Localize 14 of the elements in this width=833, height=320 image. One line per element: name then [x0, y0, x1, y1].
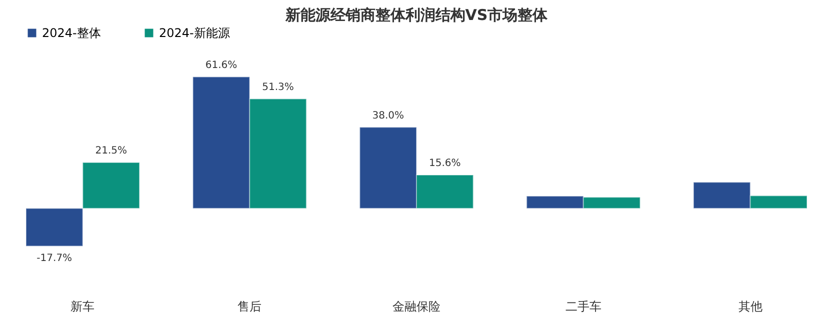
x-tick-label: 金融保险: [392, 300, 440, 314]
data-label: 51.3%: [262, 82, 294, 93]
data-label: -17.7%: [36, 253, 72, 264]
x-tick-label: 售后: [238, 300, 262, 314]
data-label: 21.5%: [95, 145, 127, 156]
legend-label: 2024-整体: [42, 26, 101, 40]
chart-title: 新能源经销商整体利润结构VS市场整体: [284, 6, 549, 24]
x-tick-label: 其他: [738, 300, 762, 314]
data-label: 61.6%: [205, 60, 238, 71]
legend-label: 2024-新能源: [159, 26, 230, 40]
x-tick-label: 新车: [70, 300, 95, 314]
data-label: 38.0%: [372, 110, 404, 122]
data-label: 15.6%: [428, 158, 461, 170]
x-tick-label: 二手车: [565, 300, 602, 314]
